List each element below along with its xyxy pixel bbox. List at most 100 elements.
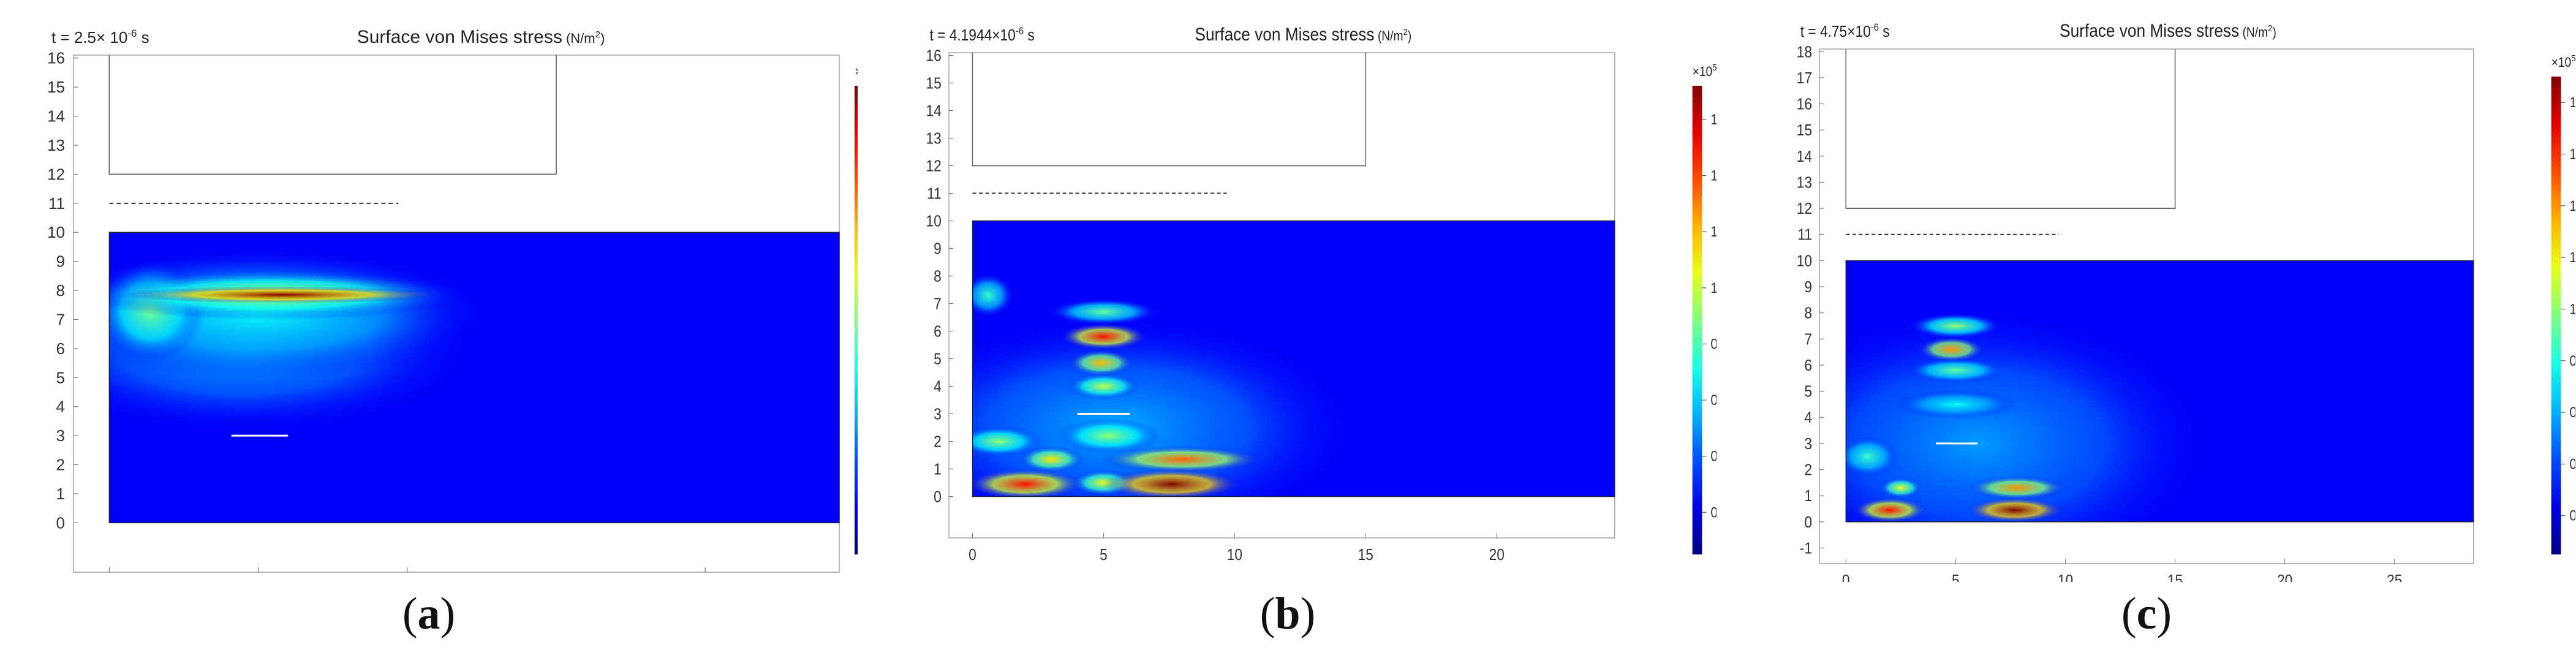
y-tick-label: 13 xyxy=(47,136,65,154)
time-prefix: t = 4.1944×10 xyxy=(930,27,1016,45)
y-tick-label: 7 xyxy=(56,310,65,328)
y-tick-label: 13 xyxy=(926,130,941,148)
multiplier-base: ×10 xyxy=(2551,55,2572,70)
y-tick-label: 11 xyxy=(1797,226,1812,244)
unit-text: (N/m xyxy=(562,31,595,46)
colorbar-tick-label: 0.4 xyxy=(2569,456,2575,472)
stress-field xyxy=(1846,260,2474,522)
stress-hotspot xyxy=(1057,418,1160,454)
y-tick-label: 2 xyxy=(1804,461,1812,479)
colorbar-multiplier: ×105 xyxy=(2551,53,2575,70)
colorbar-tick-label: 1.4 xyxy=(1710,167,1717,184)
x-tick-label: 10 xyxy=(398,580,416,582)
y-tick-label: 7 xyxy=(1804,331,1812,349)
domain-border xyxy=(108,232,840,524)
x-tick-label: 25 xyxy=(2387,572,2402,582)
stress-hotspot xyxy=(1018,446,1084,473)
y-tick-label: 14 xyxy=(47,107,65,126)
stress-hotspot xyxy=(1067,372,1141,400)
y-tick-label: 3 xyxy=(934,406,942,423)
colorbar-tick-label: 0.2 xyxy=(1710,504,1717,521)
stress-hotspot xyxy=(1068,349,1135,376)
y-tick-label: 9 xyxy=(56,252,65,271)
stress-hotspot xyxy=(1101,446,1263,473)
title-text: Surface von Mises stress xyxy=(2060,20,2239,40)
stress-hotspot xyxy=(1917,336,1985,362)
x-tick-label: 20 xyxy=(1489,546,1505,564)
y-tick-label: 10 xyxy=(1797,252,1812,270)
multiplier-base: ×10 xyxy=(1693,64,1713,79)
y-tick-label: 11 xyxy=(48,194,65,213)
y-tick-label: 12 xyxy=(47,165,65,183)
nozzle-outline xyxy=(1845,49,2176,210)
panel-c: -1 0 1 2 3 4 5 6 7 8 9 10 11 12 13 14 15 16 17 18 0 5 10 15 20 25… xyxy=(1718,0,2575,669)
unit-exponent: 2 xyxy=(1403,26,1408,37)
time-unit: s xyxy=(137,28,149,47)
x-tick-label: 10 xyxy=(1227,546,1242,564)
x-tick-label: 15 xyxy=(1358,546,1373,564)
colorbar-tick-label: 0.2 xyxy=(2569,507,2575,524)
multiplier-base: ×10 xyxy=(855,64,858,79)
chart-title: Surface von Mises stress (N/m2) xyxy=(1195,23,1411,44)
unit-text: (N/m xyxy=(1375,29,1403,43)
stress-field xyxy=(972,221,1615,497)
x-tick-label: 0 xyxy=(1842,572,1850,582)
colorbar-tick-label: 0.8 xyxy=(2569,352,2575,369)
stress-hotspot xyxy=(119,286,445,303)
unit-close: ) xyxy=(600,31,605,46)
y-tick-label: 2 xyxy=(56,456,65,474)
y-tick-label: 9 xyxy=(934,240,942,258)
y-tick-label: 0 xyxy=(1804,513,1812,531)
panel-b: 0 1 2 3 4 5 6 7 8 9 10 11 12 13 14 15 16 0 5 10 15 20 t = 4.19… xyxy=(859,0,1717,669)
colorbar xyxy=(2551,77,2561,554)
time-label: t = 4.1944×10-6 s xyxy=(930,26,1035,44)
time-label: t = 4.75×10-6 s xyxy=(1800,22,1890,40)
y-tick-label: -1 xyxy=(1800,540,1812,558)
unit-exponent: 2 xyxy=(595,29,600,40)
y-tick-label: 14 xyxy=(1797,148,1812,165)
y-tick-label: 18 xyxy=(1797,43,1812,61)
colorbar-tick-label: 1.4 xyxy=(2569,198,2575,214)
colorbar-tick-label: 1 xyxy=(1710,280,1717,297)
time-unit: s xyxy=(1879,23,1890,41)
y-tick-label: 2 xyxy=(934,433,942,451)
caption-letter-c: c xyxy=(2136,589,2157,639)
unit-close: ) xyxy=(2272,25,2276,40)
y-tick-label: 5 xyxy=(934,350,942,368)
colorbar-tick-label: 1.2 xyxy=(1710,224,1717,240)
title-text: Surface von Mises stress xyxy=(357,27,562,47)
y-tick-label: 4 xyxy=(934,378,942,396)
chart-title: Surface von Mises stress (N/m2) xyxy=(2060,20,2276,40)
colorbar-multiplier: ×105 xyxy=(1693,62,1717,79)
y-tick-label: 3 xyxy=(56,426,65,445)
x-tick-label: 5 xyxy=(1100,546,1108,564)
y-tick-label: 1 xyxy=(934,461,942,478)
y-tick-label: 5 xyxy=(1804,383,1812,401)
y-tick-label: 0 xyxy=(56,513,65,532)
nozzle-outline xyxy=(108,55,557,175)
colorbar xyxy=(855,86,858,554)
colorbar-tick-label: 1.8 xyxy=(2569,94,2575,111)
chart-group: 012345678910111213141516051020t = 2.5× 1… xyxy=(47,27,858,582)
y-tick-label: 15 xyxy=(926,75,941,93)
y-tick-label: 17 xyxy=(1797,70,1812,88)
colorbar-tick-label: 1 xyxy=(2569,301,2575,317)
stress-hotspot xyxy=(1059,323,1148,350)
x-tick-label: 5 xyxy=(1952,572,1960,582)
stress-hotspot xyxy=(972,469,1084,497)
time-exponent: -6 xyxy=(1871,22,1879,33)
x-tick-label: 0 xyxy=(105,580,113,582)
stress-hotspot xyxy=(1853,497,1927,522)
colorbar-multiplier: ×106 xyxy=(855,62,858,79)
stress-hotspot xyxy=(972,273,1014,317)
x-tick-label: 15 xyxy=(2167,572,2183,582)
y-tick-label: 8 xyxy=(934,268,942,285)
y-tick-label: 13 xyxy=(1797,174,1812,192)
y-tick-label: 16 xyxy=(47,49,65,67)
x-tick-label: 20 xyxy=(2277,572,2292,582)
stress-hotspot xyxy=(1965,497,2064,522)
y-tick-label: 0 xyxy=(934,488,942,506)
